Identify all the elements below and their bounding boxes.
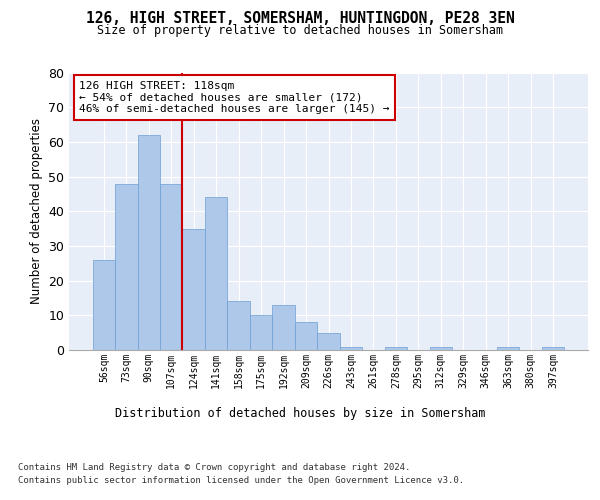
Text: Contains public sector information licensed under the Open Government Licence v3: Contains public sector information licen… (18, 476, 464, 485)
Bar (137, 135, 160, 350)
Bar (115, 184, 137, 350)
Bar (497, 346, 520, 350)
Bar (542, 346, 565, 350)
Bar (205, 198, 227, 350)
Bar (272, 305, 295, 350)
Text: Contains HM Land Registry data © Crown copyright and database right 2024.: Contains HM Land Registry data © Crown c… (18, 462, 410, 471)
Y-axis label: Number of detached properties: Number of detached properties (29, 118, 43, 304)
Bar (182, 228, 205, 350)
Text: 126, HIGH STREET, SOMERSHAM, HUNTINGDON, PE28 3EN: 126, HIGH STREET, SOMERSHAM, HUNTINGDON,… (86, 11, 514, 26)
Bar (250, 316, 272, 350)
Bar (430, 346, 452, 350)
Text: 126 HIGH STREET: 118sqm
← 54% of detached houses are smaller (172)
46% of semi-d: 126 HIGH STREET: 118sqm ← 54% of detache… (79, 81, 390, 114)
Bar (92, 260, 115, 350)
Text: Size of property relative to detached houses in Somersham: Size of property relative to detached ho… (97, 24, 503, 37)
Text: Distribution of detached houses by size in Somersham: Distribution of detached houses by size … (115, 408, 485, 420)
Bar (227, 302, 250, 350)
Bar (160, 184, 182, 350)
Bar (385, 346, 407, 350)
Bar (340, 346, 362, 350)
Bar (295, 322, 317, 350)
Bar (317, 332, 340, 350)
